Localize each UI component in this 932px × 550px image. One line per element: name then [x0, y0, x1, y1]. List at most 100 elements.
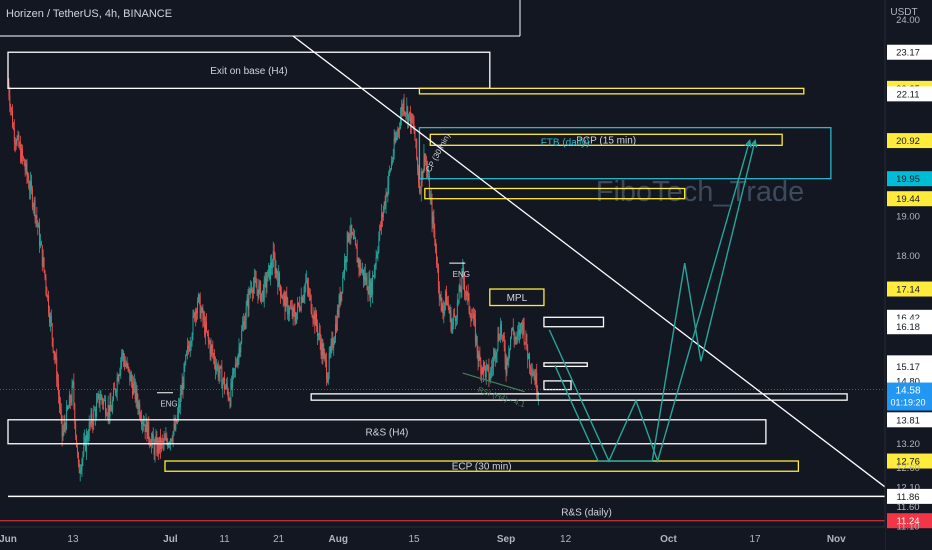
candle-body	[455, 318, 457, 321]
candle-body	[393, 138, 395, 155]
candle-body	[480, 360, 482, 374]
candle-body	[356, 248, 358, 263]
candle-body	[189, 344, 191, 351]
candle-body	[118, 375, 120, 382]
candle-body	[533, 375, 535, 377]
candle-body	[231, 382, 233, 388]
candle-body	[529, 366, 531, 370]
candle-body	[330, 343, 332, 353]
candle-body	[492, 366, 493, 368]
time-tick-5: Aug	[329, 534, 348, 545]
candle-body	[230, 382, 232, 406]
candle-body	[53, 351, 55, 355]
candle-body	[281, 296, 283, 300]
candle-body	[520, 323, 522, 325]
candle-body	[444, 302, 446, 308]
candle-body	[242, 325, 244, 331]
candle-body	[368, 279, 370, 294]
candle-body	[531, 372, 533, 375]
candle-body	[211, 345, 213, 349]
candle-body	[173, 423, 175, 432]
price-badge-3	[887, 86, 932, 102]
price-axis[interactable]: USDT 24.0023.1722.2522.1120.9219.9519.44…	[884, 0, 932, 550]
trendline-layer[interactable]	[235, 0, 886, 488]
level-zone-0	[7, 51, 491, 90]
candle-body	[367, 290, 369, 294]
candle-body	[321, 343, 323, 356]
candle-body	[370, 282, 372, 299]
candle-body	[320, 342, 322, 356]
candle-body	[101, 395, 103, 400]
candle-body	[117, 377, 119, 382]
candle-body	[158, 440, 160, 451]
price-badge-18	[887, 453, 932, 469]
candle-body	[357, 258, 359, 263]
candle-body	[191, 335, 193, 343]
candle-body	[134, 381, 136, 400]
candle-body	[130, 375, 132, 382]
candle-body	[34, 199, 36, 218]
candle-body	[493, 350, 495, 357]
candle-body	[149, 439, 151, 444]
candle-body	[349, 234, 351, 236]
candle-body	[59, 406, 61, 410]
time-tick-7: Sep	[497, 534, 515, 545]
candle-body	[20, 144, 22, 162]
candle-body	[197, 301, 198, 314]
candle-body	[250, 288, 252, 293]
candle-body	[197, 294, 199, 302]
time-axis[interactable]: Jun 13 Jul 11 21 Aug 15 Sep 12 Oct 17 Nov	[0, 526, 885, 550]
candle-body	[459, 286, 461, 293]
candle-body	[526, 334, 528, 350]
price-badge-16	[887, 412, 932, 428]
candle-body	[360, 262, 362, 273]
candle-body	[409, 112, 411, 128]
candle-body	[384, 201, 386, 206]
candle-body	[269, 265, 271, 279]
candle-body	[186, 351, 188, 356]
candle-body	[454, 313, 456, 317]
candle-body	[206, 322, 207, 331]
candle-body	[261, 290, 263, 294]
level-zone-1	[418, 87, 805, 95]
candle-body	[170, 439, 172, 441]
level-label-10: R&S (H4)	[366, 427, 409, 438]
candle-body	[98, 394, 100, 405]
price-label-17: 13.20	[896, 439, 920, 450]
candle-body	[252, 285, 254, 294]
candle-body	[23, 158, 25, 166]
candle-body	[286, 295, 288, 300]
candle-body	[427, 168, 429, 177]
candle-body	[378, 237, 380, 252]
candle-body	[13, 128, 15, 142]
candle-body	[404, 112, 406, 114]
candle-body	[390, 169, 392, 170]
candle-body	[175, 419, 177, 430]
candle-body	[372, 275, 374, 277]
candle-body	[47, 295, 49, 298]
candle-body	[445, 291, 447, 303]
candle-body	[365, 276, 367, 282]
candle-body	[136, 388, 138, 402]
candle-body	[92, 423, 94, 425]
candle-body	[277, 276, 279, 287]
candle-body	[437, 264, 438, 266]
candle-body	[434, 231, 436, 240]
candle-body	[105, 414, 107, 416]
candle-body	[438, 285, 440, 299]
candle-body	[151, 434, 153, 440]
candle-body	[474, 319, 476, 343]
candle-body	[120, 360, 122, 371]
candle-body	[358, 258, 360, 269]
candle-body	[344, 259, 346, 263]
price-label-13: 15.17	[896, 362, 920, 373]
candle-body	[506, 357, 508, 374]
time-tick-11: Nov	[827, 534, 846, 545]
candle-body	[12, 126, 14, 129]
candle-body	[45, 276, 47, 289]
candle-body	[362, 269, 364, 272]
candle-body	[310, 295, 312, 313]
candle-body	[168, 443, 170, 447]
candle-body	[534, 375, 536, 384]
